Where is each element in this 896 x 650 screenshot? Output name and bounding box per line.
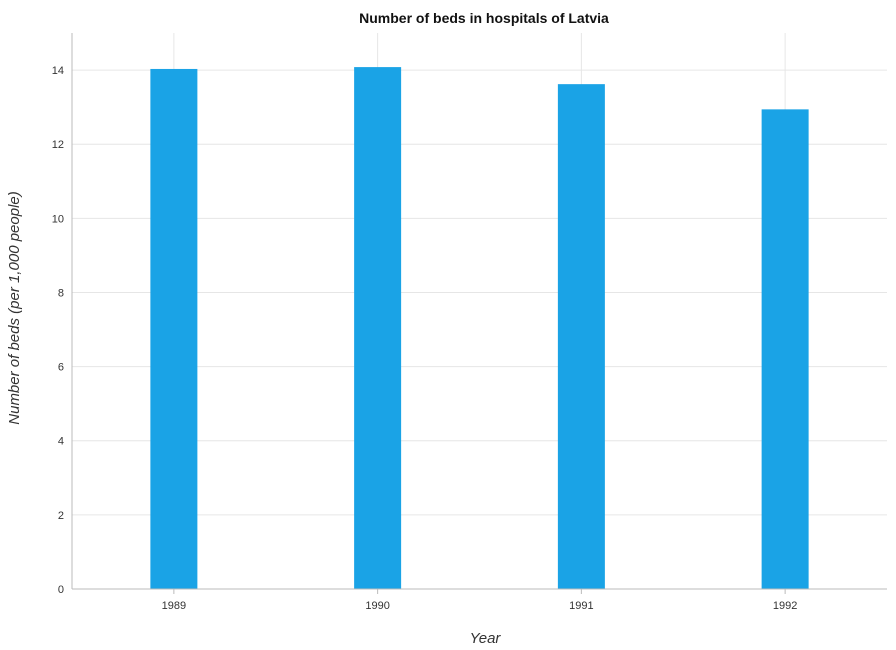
x-axis-label: Year bbox=[470, 630, 502, 647]
bars bbox=[150, 67, 809, 590]
y-tick-label: 8 bbox=[58, 287, 64, 299]
bar-1990 bbox=[354, 67, 402, 590]
y-tick-label: 12 bbox=[52, 139, 64, 151]
y-tick-label: 2 bbox=[58, 510, 64, 522]
y-tick-label: 10 bbox=[52, 213, 64, 225]
x-tick-label: 1991 bbox=[569, 600, 593, 612]
y-tick-label: 4 bbox=[58, 436, 64, 448]
bar-1989 bbox=[150, 68, 198, 590]
x-tick-label: 1992 bbox=[773, 600, 797, 612]
bar-1991 bbox=[557, 84, 605, 589]
y-tick-label: 14 bbox=[52, 65, 64, 77]
chart-title: Number of beds in hospitals of Latvia bbox=[359, 10, 609, 26]
y-tick-label: 6 bbox=[58, 362, 64, 374]
bar-1992 bbox=[761, 109, 809, 589]
y-tick-label: 0 bbox=[58, 584, 64, 596]
x-tick-label: 1989 bbox=[162, 600, 186, 612]
x-tick-label: 1990 bbox=[365, 600, 389, 612]
y-axis-label: Number of beds (per 1,000 people) bbox=[6, 191, 23, 424]
axes: 0 2 4 6 8 10 12 14 1989 1990 1991 1992 bbox=[52, 33, 887, 612]
